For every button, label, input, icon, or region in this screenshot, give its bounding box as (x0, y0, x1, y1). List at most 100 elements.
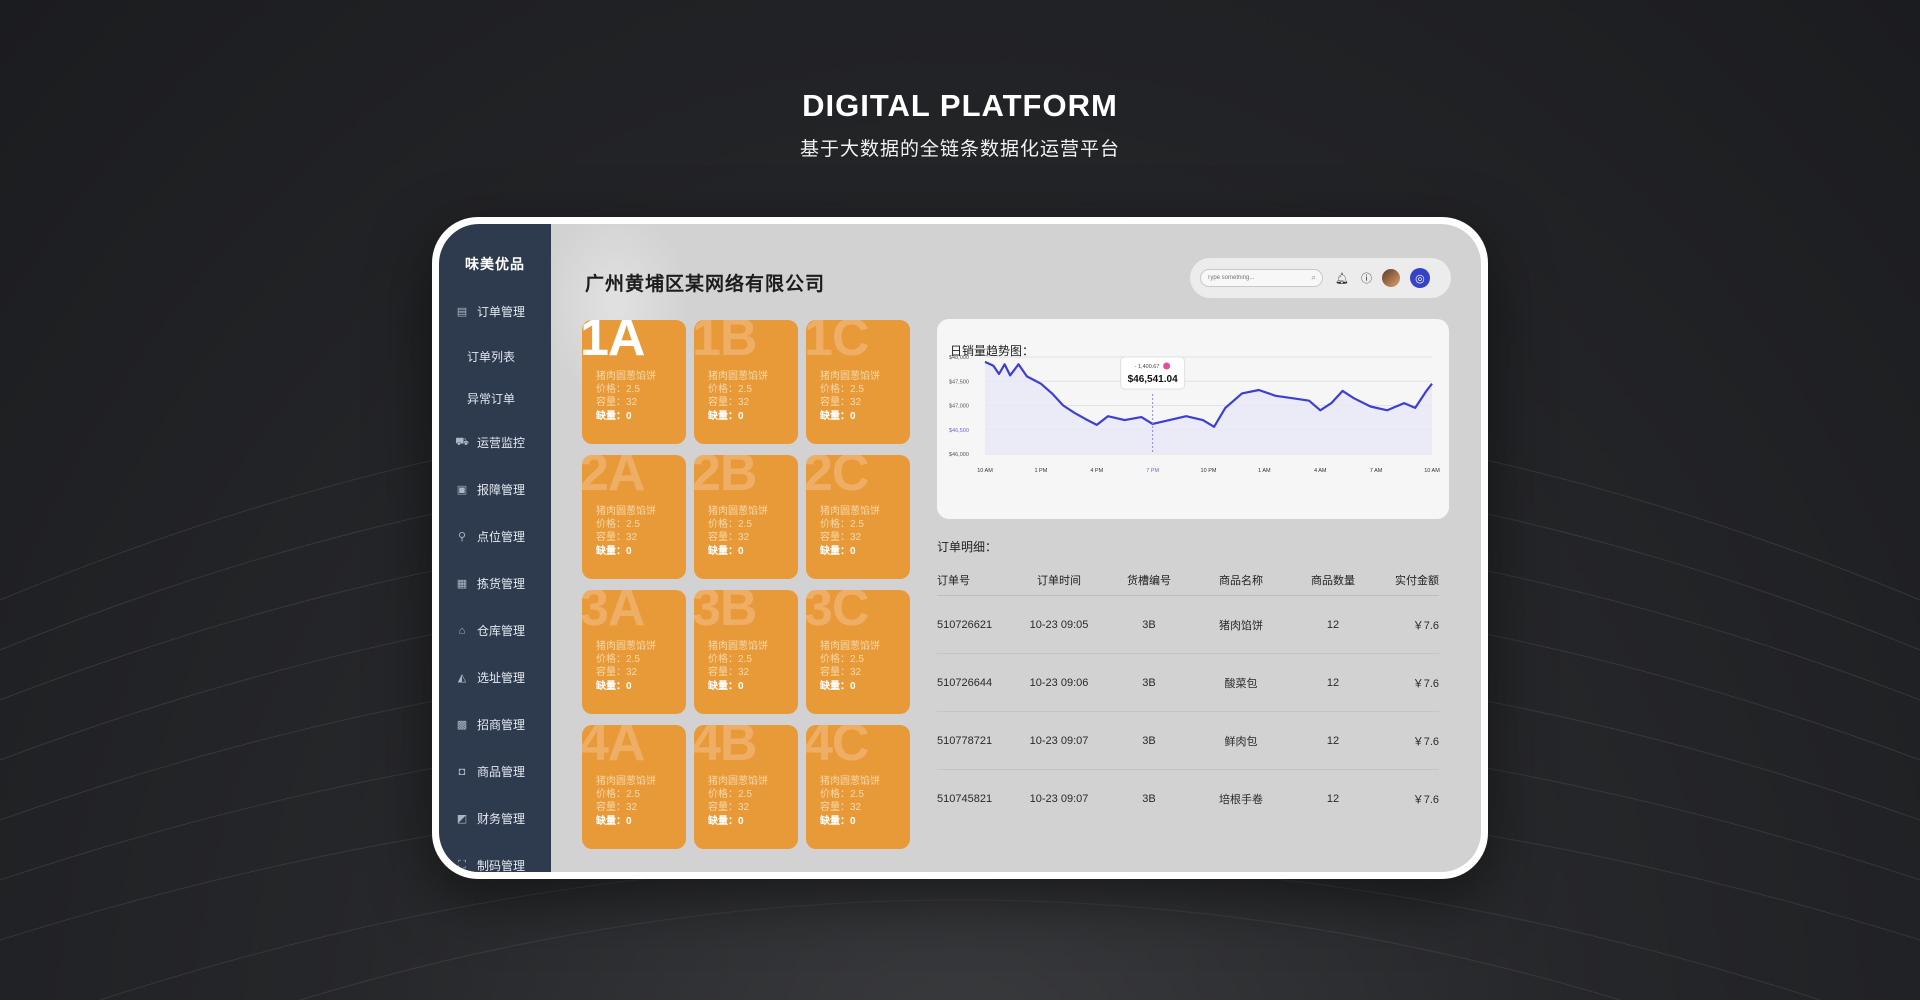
slot-product: 猪肉圆葱馅饼 (596, 506, 656, 517)
table-cell: ￥7.6 (1412, 619, 1439, 632)
slot-capacity: 容量：32 (820, 667, 862, 678)
sidebar-item-code-generation[interactable]: ⛶ 制码管理 (439, 842, 551, 872)
table-cell: 510745821 (937, 793, 993, 805)
report-icon: ▣ (456, 484, 468, 496)
slot-card[interactable]: 1C 猪肉圆葱馅饼 价格：2.5 容量：32 缺量：0 (806, 320, 910, 444)
sidebar-item-order-management[interactable]: ▤ 订单管理 (439, 288, 551, 335)
table-cell: 10-23 09:05 (1029, 618, 1089, 631)
sidebar-item-label: 运营监控 (477, 436, 526, 450)
sidebar-item-label: 拣货管理 (477, 577, 526, 591)
thumb-icon: ◭ (457, 672, 467, 684)
sidebar-item-fault-reports[interactable]: ▣ 报障管理 (439, 466, 551, 513)
slot-code: 3B (694, 590, 757, 637)
slot-capacity: 容量：32 (596, 667, 638, 678)
column-header: 商品名称 (1219, 574, 1263, 587)
table-row[interactable]: 510745821 10-23 09:07 3B 培根手卷 12 ￥7.6 (937, 770, 1439, 828)
slot-product: 猪肉圆葱馅饼 (708, 371, 768, 382)
line-chart: $48,000 $47,500 $47,000 $46,500 $46,000 10 AM… (949, 355, 1440, 474)
slot-product: 猪肉圆葱馅饼 (820, 776, 880, 787)
slot-capacity: 容量：32 (820, 397, 862, 408)
slot-shortage: 缺量：0 (596, 681, 632, 692)
slot-card[interactable]: 3A 猪肉圆葱馅饼 价格：2.5 容量：32 缺量：0 (582, 590, 686, 714)
sidebar-item-label: 订单管理 (477, 305, 526, 319)
sidebar-item-operations-monitor[interactable]: ⛟ 运营监控 (439, 419, 551, 466)
slot-card[interactable]: 2B 猪肉圆葱馅饼 价格：2.5 容量：32 缺量：0 (694, 455, 798, 579)
table-cell: 培根手卷 (1219, 794, 1263, 806)
slot-capacity: 容量：32 (596, 802, 638, 813)
slot-card[interactable]: 2C 猪肉圆葱馅饼 价格：2.5 容量：32 缺量：0 (806, 455, 910, 579)
slot-price: 价格：2.5 (820, 654, 864, 665)
search-input[interactable] (1207, 275, 1312, 281)
slot-product: 猪肉圆葱馅饼 (820, 641, 880, 652)
slot-price: 价格：2.5 (596, 789, 640, 800)
main-content: 广州黄埔区某网络有限公司 ⌕ 🔔︎ ⓘ ◎ 1A猪肉圆葱馅饼价格：2.5容量：3… (541, 224, 1481, 872)
sidebar-item-picking[interactable]: ▦ 拣货管理 (439, 560, 551, 607)
table-row[interactable]: 510726621 10-23 09:05 3B 猪肉馅饼 12 ￥7.6 (937, 596, 1439, 654)
slot-shortage: 缺量：0 (708, 411, 744, 422)
slot-card[interactable]: 3C 猪肉圆葱馅饼 价格：2.5 容量：32 缺量：0 (806, 590, 910, 714)
search-icon[interactable]: ⌕ (1311, 273, 1316, 282)
table-row[interactable]: 510726644 10-23 09:06 3B 酸菜包 12 ￥7.6 (937, 654, 1439, 712)
slot-card[interactable]: 4B 猪肉圆葱馅饼 价格：2.5 容量：32 缺量：0 (694, 725, 798, 849)
table-cell: 12 (1326, 793, 1340, 805)
table-cell: ￥7.6 (1412, 794, 1439, 806)
slot-code: 4A (582, 725, 645, 772)
slot-price: 价格：2.5 (596, 384, 640, 395)
avatar[interactable] (1381, 269, 1400, 287)
table-cell: 3B (1142, 618, 1156, 631)
column-header: 货槽编号 (1127, 574, 1171, 587)
sidebar-item-investment[interactable]: ▩ 招商管理 (439, 701, 551, 748)
app-screen: 味美优品 ▤ 订单管理 订单列表 异常订单 ⛟ 运营监控 ▣ 报障管理 ⚲ 点位… (439, 224, 1481, 872)
slot-capacity: 容量：32 (708, 667, 750, 678)
sidebar-item-site-selection[interactable]: ◭ 选址管理 (439, 654, 551, 701)
table-row[interactable]: 510778721 10-23 09:07 3B 鲜肉包 12 ￥7.6 (937, 712, 1439, 770)
slot-price: 价格：2.5 (820, 789, 864, 800)
slot-capacity: 容量：32 (820, 532, 862, 543)
bell-icon[interactable]: 🔔︎ (1335, 272, 1349, 285)
sidebar-item-warehouse[interactable]: ⌂ 仓库管理 (439, 607, 551, 654)
sidebar-item-label: 选址管理 (477, 671, 526, 685)
slot-shortage: 缺量：0 (708, 816, 744, 827)
y-tick-label: $47,000 (949, 404, 969, 410)
slot-product: 猪肉圆葱馅饼 (820, 506, 880, 517)
x-tick-label: 7 PM (1146, 468, 1159, 474)
slot-card[interactable]: 2A 猪肉圆葱馅饼 价格：2.5 容量：32 缺量：0 (582, 455, 686, 579)
picking-icon: ▦ (456, 578, 468, 590)
sidebar-item-products[interactable]: ◘ 商品管理 (439, 748, 551, 795)
grid-icon: ▩ (456, 719, 468, 731)
sidebar-subitem-order-list[interactable]: 订单列表 (439, 335, 551, 377)
sidebar-item-label: 财务管理 (477, 812, 526, 826)
slot-card[interactable]: 4C 猪肉圆葱馅饼 价格：2.5 容量：32 缺量：0 (806, 725, 910, 849)
table-cell: 510778721 (937, 734, 993, 747)
slot-card[interactable]: 3B 猪肉圆葱馅饼 价格：2.5 容量：32 缺量：0 (694, 590, 798, 714)
table-cell: 12 (1326, 676, 1340, 689)
settings-icon[interactable]: ◎ (1409, 268, 1430, 288)
slot-card[interactable]: 1A 猪肉圆葱馅饼 价格：2.5 容量：32 缺量：0 (582, 320, 686, 444)
top-toolbar: ⌕ 🔔︎ ⓘ ◎ (1190, 258, 1451, 298)
table-cell: ￥7.6 (1412, 735, 1439, 748)
slot-product: 猪肉圆葱馅饼 (708, 776, 768, 787)
truck-icon: ⛟ (455, 435, 469, 448)
order-table: 订单号 订单时间 货槽编号 商品名称 商品数量 实付金额 510726621 10-23 09… (937, 564, 1439, 828)
search-box[interactable]: ⌕ (1200, 269, 1323, 287)
info-icon[interactable]: ⓘ (1360, 273, 1372, 285)
sidebar: 味美优品 ▤ 订单管理 订单列表 异常订单 ⛟ 运营监控 ▣ 报障管理 ⚲ 点位… (439, 224, 551, 872)
slot-product: 猪肉圆葱馅饼 (596, 371, 656, 382)
slot-card[interactable]: 4A 猪肉圆葱馅饼 价格：2.5 容量：32 缺量：0 (582, 725, 686, 849)
slot-price: 价格：2.5 (708, 519, 752, 530)
sidebar-item-label: 招商管理 (477, 718, 526, 732)
slot-shortage: 缺量：0 (708, 681, 744, 692)
y-tick-label: $46,500 (949, 428, 969, 434)
sidebar-item-finance[interactable]: ◩ 财务管理 (439, 795, 551, 842)
slot-price: 价格：2.5 (708, 789, 752, 800)
slot-shortage: 缺量：0 (596, 411, 632, 422)
x-tick-label: 7 AM (1370, 468, 1383, 474)
sales-trend-chart: 日销量趋势图： $48,000 $47,500 $47,000 $46,500 $46,… (937, 319, 1449, 519)
sidebar-item-label: 报障管理 (477, 483, 526, 497)
sidebar-subitem-abnormal-orders[interactable]: 异常订单 (439, 377, 551, 419)
series-line (984, 360, 1433, 428)
sidebar-item-locations[interactable]: ⚲ 点位管理 (439, 513, 551, 560)
slot-shortage: 缺量：0 (820, 816, 856, 827)
table-cell: ￥7.6 (1412, 677, 1439, 690)
slot-card[interactable]: 1B 猪肉圆葱馅饼 价格：2.5 容量：32 缺量：0 (694, 320, 798, 444)
